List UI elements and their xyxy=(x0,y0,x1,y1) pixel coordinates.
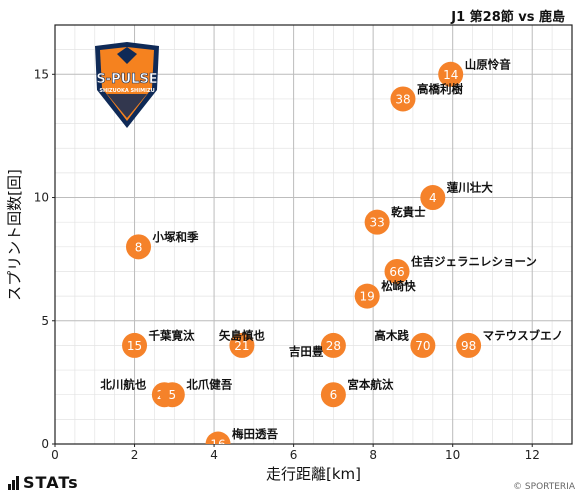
x-tick-label: 12 xyxy=(525,448,540,462)
x-axis-title: 走行距離[km] xyxy=(265,465,361,483)
badge-sub-text: SHIZUOKA SHIMIZU xyxy=(99,88,154,94)
player-marker xyxy=(420,185,446,211)
y-axis-title: スプリント回数[回] xyxy=(5,169,24,301)
player-number: 70 xyxy=(415,339,430,353)
player-marker xyxy=(364,209,390,235)
player-number: 19 xyxy=(360,290,375,304)
player-marker xyxy=(126,234,152,260)
player-number: 28 xyxy=(326,339,341,353)
player-marker xyxy=(229,332,255,358)
player-name-label: 住吉ジェラニレショーン xyxy=(411,254,537,268)
y-tick-label: 0 xyxy=(41,437,49,451)
player-number: 8 xyxy=(135,240,143,254)
match-title: J1 第28節 vs 鹿島 xyxy=(451,10,565,25)
player-name-label: 宮本航汰 xyxy=(347,378,393,392)
x-tick-label: 10 xyxy=(445,448,460,462)
player-name-label: 乾貴士 xyxy=(391,205,426,219)
badge-top-emblem xyxy=(117,47,137,64)
player-point-15: 15 xyxy=(122,332,148,358)
player-marker xyxy=(456,332,482,358)
badge-shield-inner xyxy=(100,47,154,121)
player-name-label: 梅田透吾 xyxy=(232,427,278,441)
player-marker xyxy=(320,382,346,408)
player-number: 4 xyxy=(429,191,437,205)
player-point-5: 5 xyxy=(159,382,185,408)
x-tick-label: 0 xyxy=(51,448,59,462)
y-tick-label: 5 xyxy=(41,314,49,328)
player-number: 38 xyxy=(395,92,410,106)
player-name-label: 吉田豊 xyxy=(289,344,324,358)
player-number: 21 xyxy=(234,339,249,353)
player-name-label: 高木践 xyxy=(374,328,409,342)
player-number: 33 xyxy=(369,216,384,230)
player-number: 98 xyxy=(461,339,476,353)
stats-bars-icon xyxy=(8,475,19,490)
y-tick-label: 10 xyxy=(34,191,49,205)
player-name-label: 小塚和季 xyxy=(152,230,199,244)
player-marker xyxy=(122,332,148,358)
player-point-33: 33 xyxy=(364,209,390,235)
player-name-label: 高橋利樹 xyxy=(417,82,463,96)
player-point-70: 70 xyxy=(410,332,436,358)
grid-lines xyxy=(54,24,573,445)
player-marker xyxy=(410,332,436,358)
player-name-label: 北爪健吾 xyxy=(186,378,232,392)
player-marker xyxy=(205,431,231,444)
stats-brand-text: STATs xyxy=(23,473,79,492)
player-point-28: 28 xyxy=(320,332,346,358)
plot-frame xyxy=(54,24,573,445)
player-name-label: 北川航也 xyxy=(100,378,146,392)
player-point-8: 8 xyxy=(126,234,152,260)
player-number: 66 xyxy=(389,265,404,279)
player-number: 15 xyxy=(127,339,142,353)
badge-bottom-emblem xyxy=(107,94,147,118)
y-tick-label: 15 xyxy=(34,67,49,81)
badge-name-text: S-PULSE xyxy=(96,72,157,87)
player-point-19: 19 xyxy=(354,283,380,309)
x-tick-label: 8 xyxy=(369,448,377,462)
stats-logo: STATs xyxy=(8,473,79,492)
player-marker xyxy=(159,382,185,408)
player-number: 6 xyxy=(330,388,338,402)
player-point-66: 66 xyxy=(384,258,410,284)
player-point-21: 21 xyxy=(229,332,255,358)
player-number: 16 xyxy=(210,438,225,452)
player-name-label: 松崎快 xyxy=(381,279,416,293)
player-name-label: 蓮川壮大 xyxy=(447,181,493,195)
player-marker xyxy=(390,86,416,112)
x-tick-label: 2 xyxy=(131,448,139,462)
player-name-label: 山原怜音 xyxy=(465,57,511,71)
x-tick-label: 6 xyxy=(290,448,298,462)
player-point-14: 14 xyxy=(438,61,464,87)
player-marker xyxy=(438,61,464,87)
player-point-38: 38 xyxy=(390,86,416,112)
player-name-label: マテウスブエノ xyxy=(483,328,563,342)
player-point-6: 6 xyxy=(320,382,346,408)
player-point-4: 4 xyxy=(420,185,446,211)
player-name-label: 千葉寛汰 xyxy=(149,328,195,342)
player-marker xyxy=(384,258,410,284)
player-number: 5 xyxy=(168,388,176,402)
player-marker xyxy=(320,332,346,358)
sporteria-credit: © SPORTERIA xyxy=(513,482,575,492)
player-number: 14 xyxy=(443,68,458,82)
x-tick-label: 4 xyxy=(210,448,218,462)
y-axis-title-container: スプリント回数[回] xyxy=(2,0,26,496)
player-point-16: 16 xyxy=(205,431,231,452)
data-points: 1438433866191521287098235616 xyxy=(122,61,482,452)
player-name-label: 矢島慎也 xyxy=(219,328,265,342)
player-point-98: 98 xyxy=(456,332,482,358)
player-marker xyxy=(354,283,380,309)
